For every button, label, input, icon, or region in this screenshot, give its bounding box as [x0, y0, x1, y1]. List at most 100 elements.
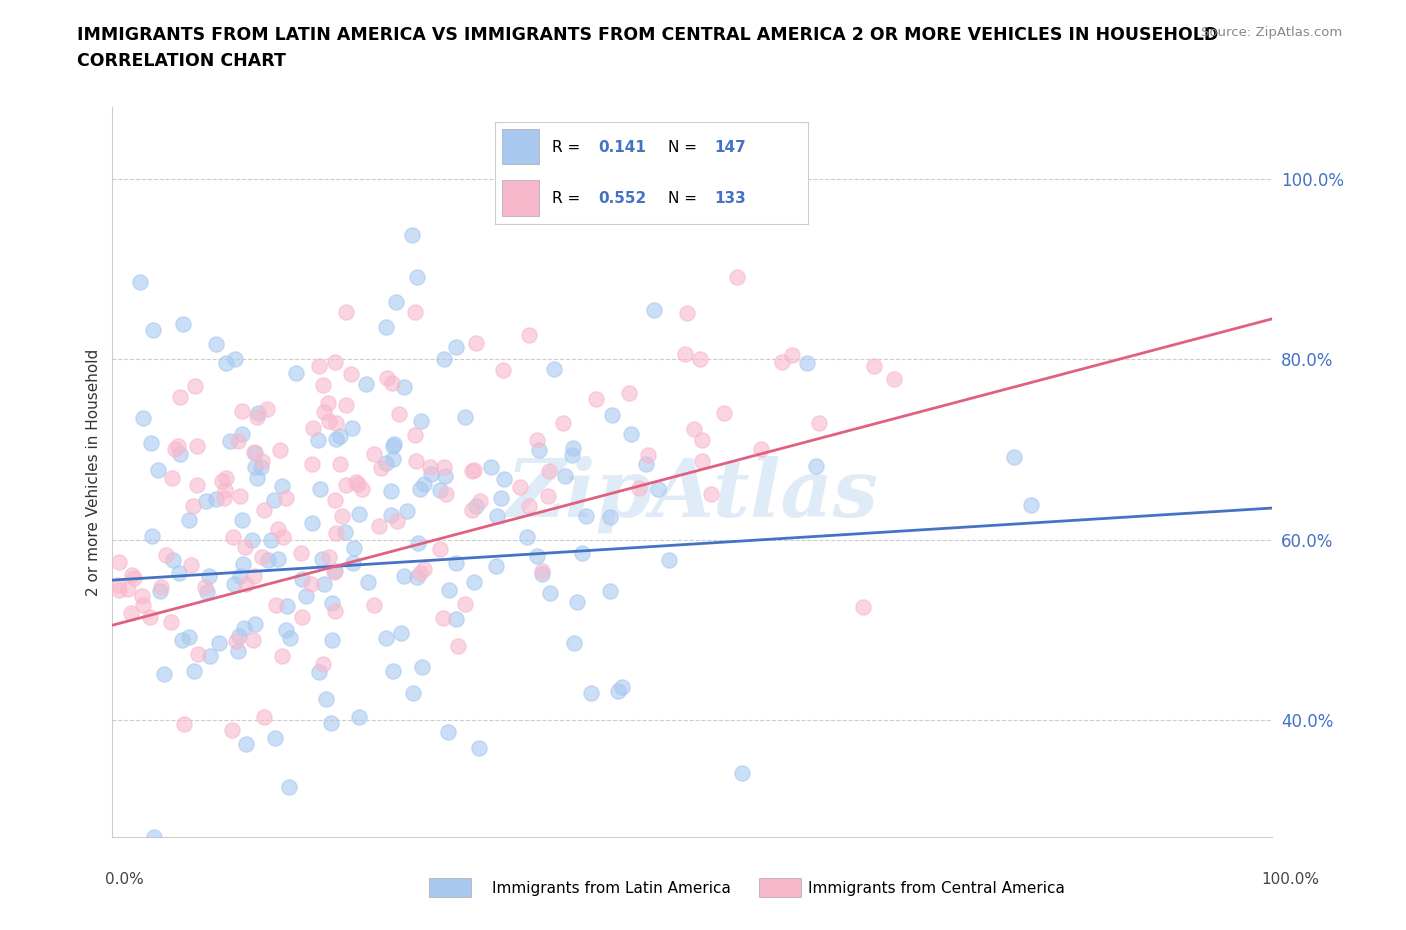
Point	[167, 438, 190, 453]
Point	[323, 493, 346, 508]
Point	[233, 539, 256, 554]
Point	[301, 457, 323, 472]
Point	[413, 562, 436, 577]
Point	[537, 488, 560, 503]
Point	[309, 482, 332, 497]
Point	[699, 486, 721, 501]
Point	[181, 499, 204, 514]
Point	[447, 639, 470, 654]
Point	[437, 724, 460, 739]
Point	[165, 442, 187, 457]
Point	[184, 379, 207, 393]
Point	[599, 510, 621, 525]
Point	[318, 414, 340, 429]
Point	[252, 549, 274, 564]
Point	[263, 492, 285, 507]
Point	[321, 715, 343, 730]
Point	[731, 765, 754, 780]
Point	[243, 445, 266, 460]
Point	[363, 597, 385, 612]
Point	[350, 481, 373, 496]
Point	[527, 443, 550, 458]
Point	[177, 512, 200, 527]
Point	[195, 494, 218, 509]
Point	[357, 575, 380, 590]
Point	[575, 509, 598, 524]
Point	[267, 522, 290, 537]
Point	[235, 737, 257, 751]
Point	[325, 415, 347, 430]
Point	[276, 599, 298, 614]
Text: Immigrants from Central America: Immigrants from Central America	[808, 881, 1066, 896]
Point	[245, 617, 267, 631]
Point	[270, 478, 292, 493]
Point	[311, 551, 333, 566]
Point	[153, 666, 176, 681]
Point	[312, 657, 335, 671]
Point	[340, 420, 363, 435]
Point	[530, 567, 553, 582]
Point	[325, 525, 347, 540]
Point	[610, 679, 633, 694]
Point	[108, 583, 131, 598]
Point	[117, 582, 139, 597]
Point	[406, 570, 429, 585]
Point	[141, 528, 163, 543]
Point	[291, 609, 314, 624]
Point	[627, 481, 650, 496]
Point	[562, 635, 585, 650]
Point	[205, 491, 228, 506]
Point	[271, 649, 294, 664]
Point	[411, 414, 433, 429]
Point	[375, 320, 398, 335]
Point	[316, 395, 339, 410]
Point	[446, 612, 468, 627]
Point	[634, 457, 657, 472]
Point	[329, 429, 352, 444]
Point	[607, 684, 630, 698]
Point	[226, 644, 249, 658]
Point	[392, 568, 415, 583]
FancyBboxPatch shape	[429, 878, 471, 897]
Point	[676, 305, 699, 320]
Point	[725, 270, 748, 285]
Point	[315, 691, 337, 706]
Point	[173, 716, 195, 731]
Point	[318, 550, 340, 565]
Point	[382, 437, 405, 452]
Point	[385, 513, 408, 528]
Point	[214, 482, 236, 497]
Point	[537, 464, 560, 479]
Point	[323, 604, 346, 618]
Point	[226, 433, 249, 448]
Point	[335, 398, 357, 413]
Point	[464, 336, 486, 351]
Point	[128, 274, 150, 289]
Point	[433, 459, 456, 474]
Point	[257, 553, 280, 568]
Point	[271, 529, 294, 544]
Text: 0.0%: 0.0%	[105, 871, 145, 886]
Point	[402, 685, 425, 700]
Point	[229, 569, 252, 584]
Point	[419, 459, 441, 474]
Point	[713, 405, 735, 420]
Point	[807, 416, 830, 431]
Point	[228, 629, 250, 644]
FancyBboxPatch shape	[759, 878, 801, 897]
Point	[335, 478, 357, 493]
Point	[599, 583, 621, 598]
Point	[107, 578, 129, 592]
Point	[770, 354, 793, 369]
Point	[404, 304, 426, 319]
Point	[526, 432, 548, 447]
Point	[160, 615, 183, 630]
Point	[404, 427, 426, 442]
Point	[561, 447, 583, 462]
Point	[509, 479, 531, 494]
Point	[312, 577, 335, 591]
Point	[323, 354, 346, 369]
Point	[863, 359, 886, 374]
Point	[342, 556, 364, 571]
Point	[804, 458, 827, 473]
